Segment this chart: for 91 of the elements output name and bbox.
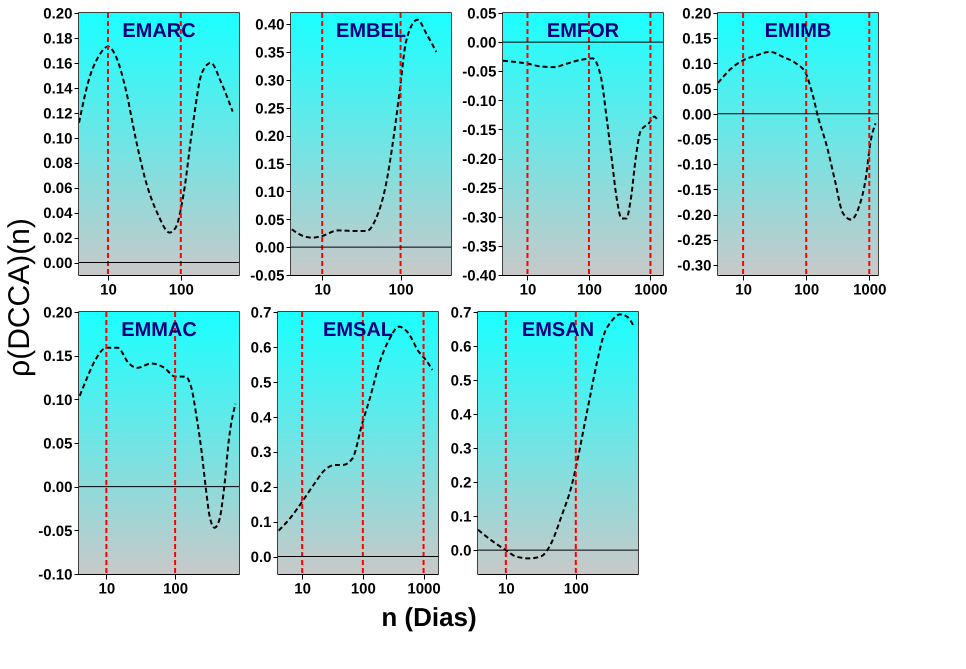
y-tick-label: -0.20 [677,207,712,224]
y-tick-label: 0.25 [255,100,284,118]
y-tick-label: 0.00 [43,255,72,272]
y-tick-label: -0.20 [462,151,496,168]
y-tick-label: 0.5 [450,372,472,390]
y-tick-label: 0.20 [43,6,72,22]
y-tick-label: 0.3 [250,444,272,462]
x-tick-label: 100 [168,282,194,298]
chart-title: EMSAL [323,319,393,341]
y-tick-label: 0.10 [682,56,712,73]
y-tick-label: -0.15 [677,182,712,199]
y-tick-label: -0.30 [677,257,712,274]
y-tick-label: 0.7 [250,304,272,322]
y-tick-label: 0.40 [255,16,284,34]
y-tick-label: 0.12 [43,105,72,122]
y-tick-label: 0.15 [43,348,72,366]
y-tick-label: -0.40 [462,268,496,284]
y-tick-label: 0.4 [250,409,272,426]
x-tick-label: 100 [163,580,188,598]
y-tick-label: 0.00 [467,34,496,52]
y-tick-label: 0.1 [250,514,272,532]
chart-title: EMARC [122,20,196,42]
y-tick-label: 0.08 [43,155,72,172]
y-tick-label: 0.10 [43,392,72,409]
y-tick-label: 0.00 [43,479,72,496]
chart-title: EMIMB [764,20,832,42]
chart-title: EMBEL [336,20,406,42]
x-tick-label: 100 [794,282,820,298]
y-tick-label: -0.15 [462,122,496,139]
y-tick-label: 0.15 [255,156,284,174]
y-tick-label: 0.20 [255,128,284,146]
y-tick-label: 0.5 [250,374,272,392]
y-tick-label: 0.4 [450,406,472,424]
x-tick-label: 10 [498,580,515,598]
y-tick-label: -0.10 [677,156,712,174]
y-tick-label: 0.05 [43,436,72,452]
y-tick-label: 0.06 [43,180,72,198]
x-tick-label: 100 [388,282,414,298]
y-tick-label: 0.2 [450,474,472,492]
y-tick-label: 0.02 [43,230,72,248]
y-tick-label: 0.05 [682,81,712,98]
y-axis-title: ρ(DCCA)(n) [3,218,36,377]
y-tick-label: 0.15 [682,30,712,48]
y-tick-label: 0.2 [250,479,272,496]
y-tick-label: 0.10 [43,130,72,148]
x-tick-label: 1000 [634,282,668,298]
y-tick-label: 0.30 [255,72,284,90]
x-tick-label: 10 [314,282,332,298]
y-tick-label: -0.25 [462,180,496,198]
x-tick-label: 100 [350,580,376,598]
x-tick-label: 10 [520,282,536,298]
y-tick-label: 0.20 [682,6,712,22]
y-tick-label: 0.04 [43,205,74,222]
x-axis-title: n (Dias) [381,602,477,632]
y-tick-label: -0.05 [250,268,284,284]
y-tick-label: -0.10 [38,566,72,584]
x-tick-label: 1000 [853,282,886,298]
x-tick-label: 10 [100,282,117,298]
x-tick-label: 100 [576,282,602,298]
chart-title: EMSAN [522,319,594,341]
y-tick-label: 0.1 [450,508,472,526]
y-tick-label: 0.0 [250,549,272,566]
y-tick-label: -0.05 [677,131,712,148]
y-tick-label: 0.3 [450,440,472,458]
y-tick-label: 0.6 [450,338,472,356]
chart-title: EMMAC [121,319,197,341]
y-tick-label: 0.00 [255,240,284,257]
x-tick-label: 100 [564,580,589,598]
x-tick-label: 10 [735,282,752,298]
y-tick-label: -0.35 [462,238,496,256]
y-tick-label: 0.18 [43,30,72,48]
x-tick-label: 1000 [407,580,441,598]
y-tick-label: 0.0 [450,542,472,560]
y-tick-label: 0.05 [467,6,496,22]
y-tick-label: 0.7 [450,304,472,322]
y-tick-label: -0.30 [462,209,496,226]
x-tick-label: 10 [98,580,116,598]
y-tick-label: 0.35 [255,44,284,62]
y-tick-label: 0.16 [43,55,72,72]
y-tick-label: 0.6 [250,339,272,356]
y-tick-label: -0.05 [38,522,72,540]
y-tick-label: -0.10 [462,92,496,110]
y-tick-label: 0.05 [255,212,284,229]
x-tick-label: 10 [294,580,311,598]
y-tick-label: 0.20 [43,304,72,322]
y-tick-label: -0.25 [677,232,712,250]
y-tick-label: -0.05 [462,64,496,81]
y-tick-label: 0.10 [255,184,284,201]
y-tick-label: 0.14 [43,80,74,98]
chart-title: EMFOR [546,20,620,42]
y-tick-label: 0.00 [682,106,712,124]
